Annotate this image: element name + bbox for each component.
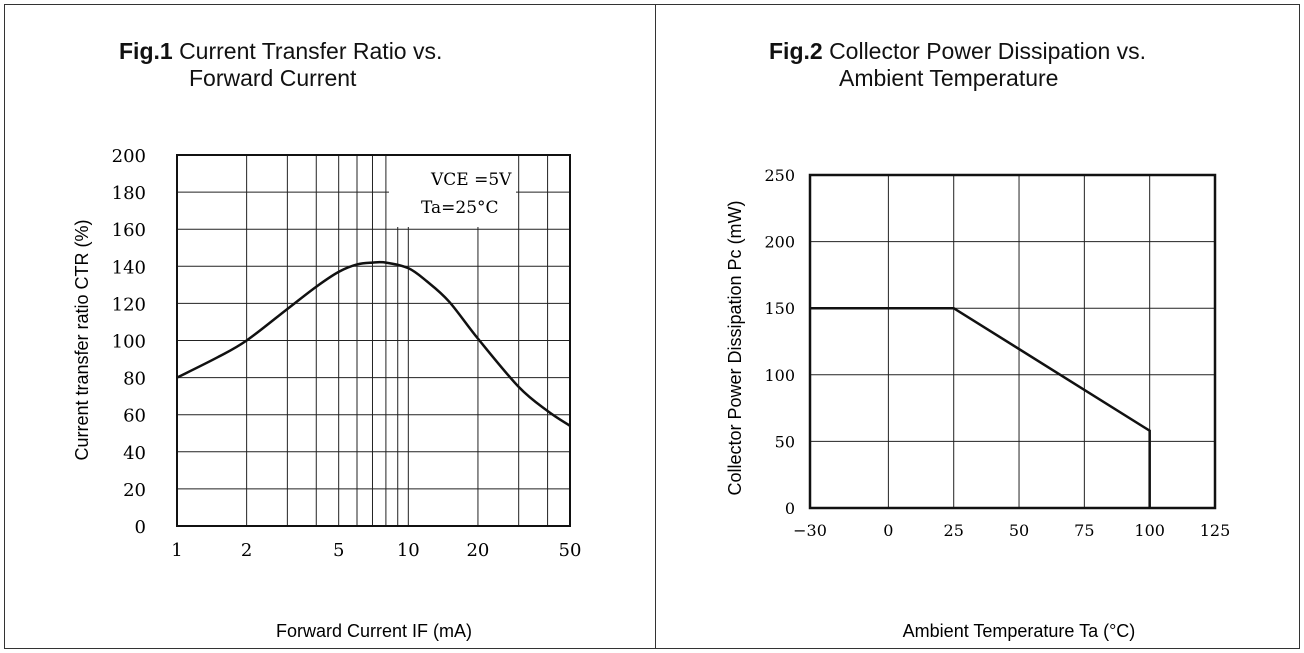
chart1-ytick-label: 200 bbox=[112, 146, 146, 167]
chart1-ytick-label: 80 bbox=[123, 369, 146, 390]
fig1-title-line1: Current Transfer Ratio vs. bbox=[179, 38, 443, 64]
chart2-ytick-label: 100 bbox=[764, 366, 795, 385]
fig2-title-line1: Collector Power Dissipation vs. bbox=[829, 38, 1147, 64]
chart2-ytick-label: 50 bbox=[775, 432, 795, 451]
chart2-ytick-label: 200 bbox=[764, 233, 795, 252]
chart1-ytick-label: 180 bbox=[112, 183, 146, 204]
chart2-xtick-label: 0 bbox=[883, 521, 893, 540]
chart2-xtick-label: 50 bbox=[1009, 521, 1029, 540]
chart1-ytick-label: 120 bbox=[112, 294, 146, 315]
chart2-xtick-label: 125 bbox=[1200, 521, 1231, 540]
chart1-ytick-label: 100 bbox=[112, 332, 146, 353]
chart1-annotation-vce: VCE =5V bbox=[430, 170, 512, 190]
chart2-xtick-label: −30 bbox=[793, 521, 827, 540]
chart1-xtick-label: 5 bbox=[333, 540, 344, 561]
chart1-ytick-label: 40 bbox=[123, 443, 146, 464]
chart2-ytick-label: 150 bbox=[764, 299, 795, 318]
chart1-annotation-box bbox=[389, 156, 516, 227]
chart2-group bbox=[808, 173, 1217, 510]
chart2-xtick-label: 100 bbox=[1134, 521, 1165, 540]
fig1-title-line2: Forward Current bbox=[189, 65, 357, 91]
chart1-xtick-label: 20 bbox=[466, 540, 489, 561]
chart2-xtick-label: 75 bbox=[1074, 521, 1094, 540]
chart1-ytick-label: 160 bbox=[112, 220, 146, 241]
chart1-annotation-ta: Ta=25°C bbox=[421, 198, 499, 218]
chart1-xtick-label: 10 bbox=[397, 540, 420, 561]
chart2-plot-frame bbox=[808, 173, 1217, 510]
chart1-xtick-label: 1 bbox=[171, 540, 182, 561]
fig2-number: Fig.2 bbox=[769, 38, 823, 64]
fig1-title: Fig.1 Current Transfer Ratio vs. Forward… bbox=[119, 38, 442, 92]
chart2-xtick-label: 25 bbox=[944, 521, 964, 540]
chart1-ytick-label: 60 bbox=[123, 406, 146, 427]
fig2-title: Fig.2 Collector Power Dissipation vs. Am… bbox=[769, 38, 1146, 92]
chart1-xtick-label: 50 bbox=[559, 540, 582, 561]
chart1-plot-frame bbox=[176, 154, 571, 527]
chart1-y-axis-label: Current transfer ratio CTR (%) bbox=[72, 219, 92, 460]
chart2-x-axis-label: Ambient Temperature Ta (°C) bbox=[903, 621, 1136, 641]
chart1-ctr-curve bbox=[176, 260, 571, 427]
figure-divider bbox=[655, 4, 656, 649]
chart1-x-axis-label: Forward Current IF (mA) bbox=[276, 621, 472, 641]
fig2-title-line2: Ambient Temperature bbox=[839, 65, 1059, 91]
chart1-xtick-label: 2 bbox=[241, 540, 252, 561]
figure-frame bbox=[4, 4, 1300, 649]
chart2-ytick-label: 0 bbox=[785, 499, 795, 518]
fig1-number: Fig.1 bbox=[119, 38, 173, 64]
chart2-ytick-label: 250 bbox=[764, 166, 795, 185]
chart2-power-line bbox=[810, 306, 1151, 508]
chart1-group bbox=[176, 154, 571, 527]
chart1-ytick-label: 0 bbox=[135, 517, 146, 538]
chart2-y-axis-label: Collector Power Dissipation Pc (mW) bbox=[725, 200, 745, 495]
chart1-ytick-label: 140 bbox=[112, 257, 146, 278]
chart1-ytick-label: 20 bbox=[123, 480, 146, 501]
